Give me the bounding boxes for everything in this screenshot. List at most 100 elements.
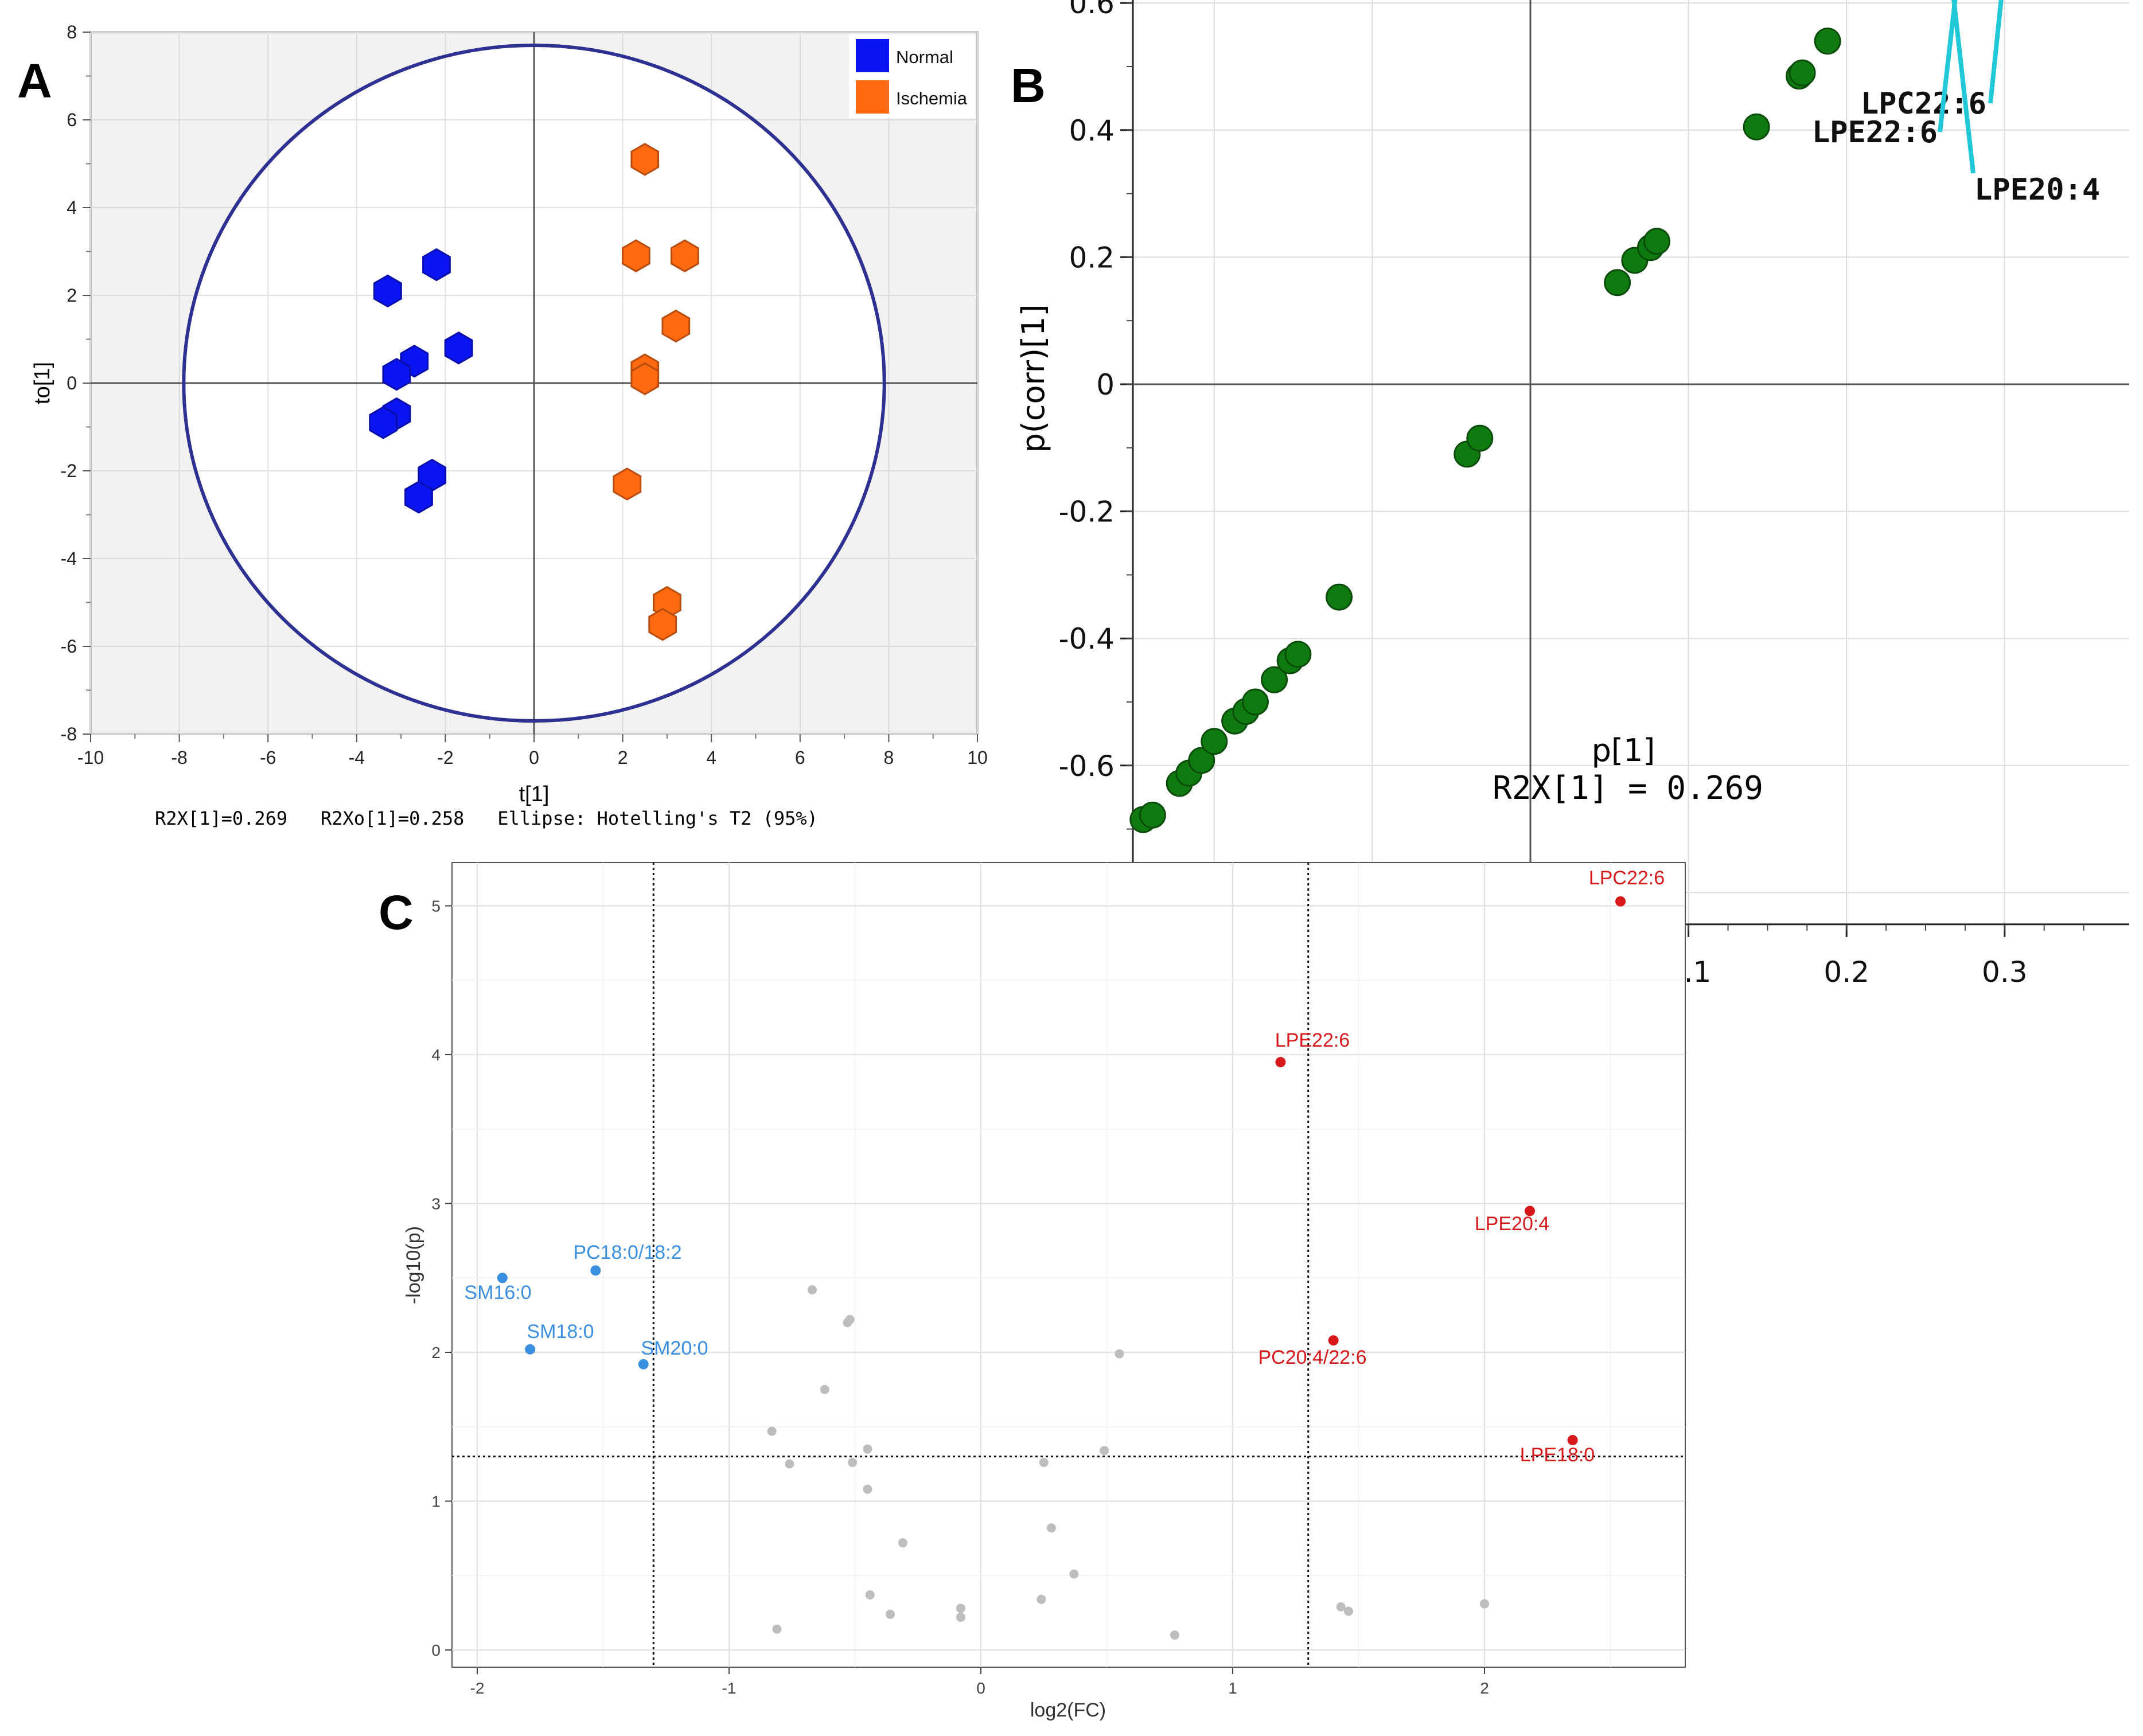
- panel-c-point-ns: [1115, 1349, 1124, 1359]
- panel-c-letter: C: [379, 885, 414, 939]
- panel-b-point: [1201, 728, 1228, 755]
- panel-b-ytick-label: -0.2: [1058, 496, 1115, 529]
- panel-c-point-ns: [767, 1426, 777, 1436]
- panel-c-xtick-label: -1: [722, 1679, 737, 1697]
- panel-a-xtick-label: 6: [795, 747, 805, 768]
- panel-c-point-up: [1567, 1435, 1578, 1446]
- panel-c-ticks: -2 -1 0 1 2 0 1 2 3 4 5: [431, 898, 1489, 1698]
- panel-a-ytick-label: -2: [61, 461, 77, 481]
- panel-c-point-up: [1275, 1056, 1286, 1067]
- panel-a-points: [369, 143, 699, 641]
- panel-b-xtick-label: 0.3: [1982, 955, 2028, 989]
- panel-a-xtick-label: -10: [77, 747, 104, 768]
- panel-c-point-label: LPE20:4: [1475, 1213, 1549, 1235]
- panel-a-xtick-label: 10: [967, 747, 988, 768]
- panel-c-point-ns: [772, 1624, 782, 1634]
- panel-b-ytick-label: 0.6: [1069, 0, 1115, 20]
- panel-a-ytick-label: -8: [61, 724, 77, 744]
- panel-a-point-ischemia: [648, 608, 677, 641]
- panel-b-ylabel: p(corr)[1]: [1015, 304, 1051, 452]
- panel-c-ylabel: -log10(p): [403, 1226, 424, 1304]
- panel-b-point: [1743, 113, 1770, 141]
- panel-b-point: [1326, 583, 1353, 611]
- panel-c-point-ns: [898, 1538, 907, 1548]
- panel-a-ytick-label: 4: [67, 197, 77, 218]
- panel-a-xtick-label: -6: [260, 747, 276, 768]
- panel-a-point-normal: [404, 481, 433, 514]
- panel-c-ytick-label: 3: [431, 1195, 441, 1213]
- panel-a-xtick-label: 0: [529, 747, 539, 768]
- panel-a-legend-swatch: [856, 39, 889, 72]
- panel-a-point-normal: [373, 274, 402, 308]
- panel-a-legend-swatch: [856, 80, 889, 114]
- panel-c-point-ns: [785, 1459, 794, 1469]
- panel-c-point-label: LPC22:6: [1589, 867, 1665, 889]
- panel-c-point-label: SM20:0: [641, 1337, 708, 1359]
- panel-a-ytick-label: 8: [67, 22, 77, 42]
- panel-b-point: [1241, 688, 1269, 716]
- panel-a-xtick-label: -2: [437, 747, 453, 768]
- panel-c-point-ns: [1037, 1594, 1046, 1604]
- panel-a-hotelling-ellipse: [182, 43, 886, 723]
- panel-a-xtick-label: 2: [618, 747, 628, 768]
- panel-a-ytick-label: 6: [67, 110, 77, 130]
- panel-c-point-ns: [1343, 1606, 1353, 1616]
- panel-c-point-down: [638, 1359, 649, 1370]
- panel-c-point-label: SM16:0: [464, 1282, 531, 1304]
- panel-c-plot-area: [451, 862, 1686, 1668]
- panel-a-footer: R2X[1]=0.269 R2Xo[1]=0.258 Ellipse: Hote…: [155, 807, 818, 829]
- panel-c-point-ns: [885, 1609, 895, 1619]
- panel-b-point: [1604, 269, 1631, 297]
- panel-c-ytick-label: 2: [431, 1344, 441, 1362]
- panel-c-point-down: [497, 1273, 508, 1284]
- panel-c-point-ns: [956, 1604, 965, 1613]
- panel-a-xtick-label: 8: [884, 747, 894, 768]
- panel-a-legend-label: Normal: [896, 47, 953, 67]
- panel-b-ytick-label: -0.6: [1058, 750, 1115, 783]
- panel-b-xlabel: p[1]: [1592, 732, 1655, 768]
- panel-a-point-ischemia: [621, 239, 650, 272]
- panel-b-point: [1261, 666, 1288, 693]
- panel-c-ytick-label: 0: [431, 1641, 441, 1659]
- panel-c-point-label: PC20:4/22:6: [1258, 1347, 1366, 1368]
- panel-c-point-ns: [820, 1384, 829, 1394]
- panel-c-point-ns: [848, 1458, 858, 1468]
- panel-c: C -2 -1 0 1 2 0 1 2 3 4 5 LPC22:6 LPE22:6 LPE20:4 PC2…: [379, 862, 1686, 1721]
- panel-b-letter: B: [1011, 58, 1046, 112]
- panel-b-point: [1284, 641, 1312, 668]
- panel-c-point-ns: [1046, 1523, 1056, 1533]
- panel-c-point-label: LPE22:6: [1275, 1029, 1350, 1051]
- panel-b-highlight-label: LPE22:6: [1812, 115, 1938, 150]
- panel-a-legend-label: Ischemia: [896, 88, 968, 108]
- panel-c-point-up: [1615, 896, 1626, 907]
- panel-c-point-down: [590, 1265, 601, 1276]
- panel-c-ytick-label: 4: [431, 1046, 441, 1064]
- panel-c-point-ns: [1336, 1602, 1346, 1612]
- panel-a-point-normal: [422, 248, 451, 282]
- panel-a-ytick-label: -6: [61, 636, 77, 657]
- panel-c-point-ns: [1170, 1630, 1180, 1640]
- panel-a-ytick-label: -4: [61, 548, 77, 569]
- panel-c-point-ns: [845, 1314, 855, 1324]
- panel-b-point: [1188, 747, 1215, 774]
- panel-c-point-ns: [956, 1612, 965, 1622]
- panel-a-xtick-label: -8: [171, 747, 187, 768]
- panel-a-point-ischemia: [630, 143, 660, 176]
- panel-b-label-leader: [1951, 0, 1976, 174]
- panel-b-xtick-label: 0.2: [1824, 955, 1869, 989]
- panel-a-point-ischemia: [661, 309, 691, 343]
- panel-a-point-normal: [382, 357, 411, 391]
- panel-c-gridlines: [452, 863, 1685, 1667]
- panel-c-point-ns: [807, 1285, 817, 1295]
- panel-c-point-ns: [863, 1484, 872, 1494]
- panel-b-ytick-label: 0: [1096, 368, 1115, 401]
- panel-a-point-normal: [369, 406, 398, 439]
- panel-c-point-ns: [863, 1444, 872, 1454]
- panel-c-point-label: LPE18:0: [1520, 1444, 1595, 1466]
- panel-a-xtick-label: -4: [349, 747, 365, 768]
- panel-b-point: [1643, 228, 1670, 255]
- panel-b-point: [1789, 59, 1816, 87]
